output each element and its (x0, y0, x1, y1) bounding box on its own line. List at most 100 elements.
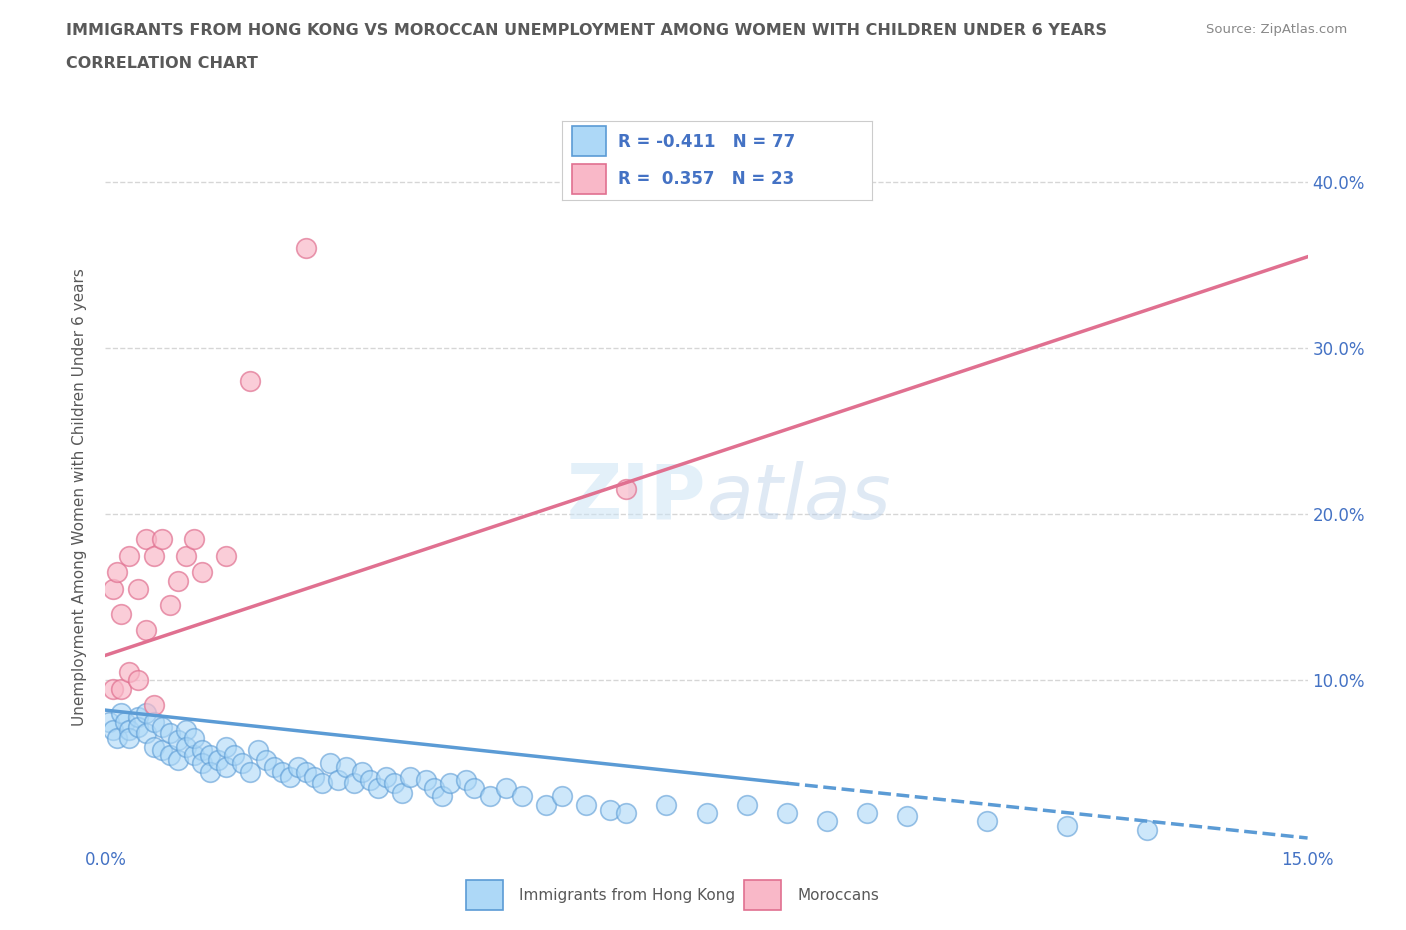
Text: Moroccans: Moroccans (797, 887, 879, 903)
Point (319, 756, 342, 771)
Point (1136, 822, 1159, 837)
Point (107, 731, 129, 746)
Point (270, 764, 292, 779)
Point (118, 665, 141, 680)
Point (103, 581, 125, 596)
Text: ZIP: ZIP (567, 460, 707, 535)
Point (495, 781, 517, 796)
Point (246, 742, 269, 757)
Point (430, 789, 453, 804)
Point (423, 781, 446, 796)
Point (287, 759, 309, 774)
Point (142, 714, 165, 729)
Point (278, 769, 301, 784)
Text: Source: ZipAtlas.com: Source: ZipAtlas.com (1206, 23, 1347, 36)
Point (302, 769, 325, 784)
Point (254, 752, 277, 767)
Point (696, 805, 718, 820)
Point (479, 789, 502, 804)
Point (343, 776, 366, 790)
Point (159, 748, 181, 763)
Point (118, 731, 141, 746)
Point (198, 764, 221, 779)
Point (207, 752, 229, 767)
Point (214, 759, 236, 774)
Point (214, 549, 236, 564)
Point (359, 773, 381, 788)
Point (374, 769, 398, 784)
Point (510, 789, 533, 804)
Point (166, 573, 188, 588)
Point (976, 814, 998, 829)
Point (159, 598, 181, 613)
Point (263, 759, 285, 774)
Point (110, 606, 132, 621)
Point (463, 781, 485, 796)
Point (127, 719, 149, 734)
Point (326, 773, 349, 788)
Point (616, 805, 638, 820)
Point (150, 719, 173, 734)
Point (174, 723, 197, 737)
Point (335, 759, 357, 774)
Point (127, 672, 149, 687)
Point (135, 726, 157, 741)
Point (367, 781, 389, 796)
Point (391, 786, 413, 801)
Point (776, 805, 799, 820)
Point (135, 706, 157, 721)
Point (107, 565, 129, 579)
Text: R =  0.357   N = 23: R = 0.357 N = 23 (619, 169, 794, 188)
Point (239, 374, 262, 389)
Point (98, 714, 121, 729)
Point (655, 797, 678, 812)
Point (616, 482, 638, 497)
Point (127, 581, 149, 596)
Point (222, 748, 245, 763)
Point (190, 565, 212, 579)
Point (415, 773, 437, 788)
Point (190, 756, 212, 771)
Y-axis label: Unemployment Among Women with Children Under 6 years: Unemployment Among Women with Children U… (72, 269, 87, 726)
Point (127, 710, 149, 724)
Point (135, 623, 157, 638)
Text: atlas: atlas (707, 460, 891, 535)
Text: CORRELATION CHART: CORRELATION CHART (66, 56, 257, 71)
Point (311, 776, 333, 790)
Point (295, 764, 318, 779)
Point (150, 742, 173, 757)
Point (135, 532, 157, 547)
Text: R = -0.411   N = 77: R = -0.411 N = 77 (619, 133, 796, 152)
Point (231, 756, 253, 771)
Point (454, 773, 477, 788)
Point (110, 706, 132, 721)
Point (142, 739, 165, 754)
Point (166, 752, 188, 767)
Point (382, 776, 405, 790)
Point (735, 797, 758, 812)
Point (190, 742, 212, 757)
Point (534, 797, 557, 812)
Point (896, 809, 918, 824)
Point (295, 241, 318, 256)
Point (110, 681, 132, 696)
Point (815, 814, 838, 829)
Point (214, 739, 236, 754)
Point (551, 789, 574, 804)
Point (439, 776, 461, 790)
Point (855, 805, 877, 820)
Point (183, 731, 205, 746)
Point (150, 532, 173, 547)
Point (1056, 819, 1078, 834)
Point (599, 803, 621, 817)
Bar (572, 126, 606, 156)
Text: IMMIGRANTS FROM HONG KONG VS MOROCCAN UNEMPLOYMENT AMONG WOMEN WITH CHILDREN UND: IMMIGRANTS FROM HONG KONG VS MOROCCAN UN… (66, 23, 1107, 38)
Point (103, 723, 125, 737)
Point (174, 549, 197, 564)
Bar (465, 880, 503, 910)
Point (118, 549, 141, 564)
Point (183, 532, 205, 547)
Point (159, 726, 181, 741)
Point (198, 748, 221, 763)
Point (103, 681, 125, 696)
